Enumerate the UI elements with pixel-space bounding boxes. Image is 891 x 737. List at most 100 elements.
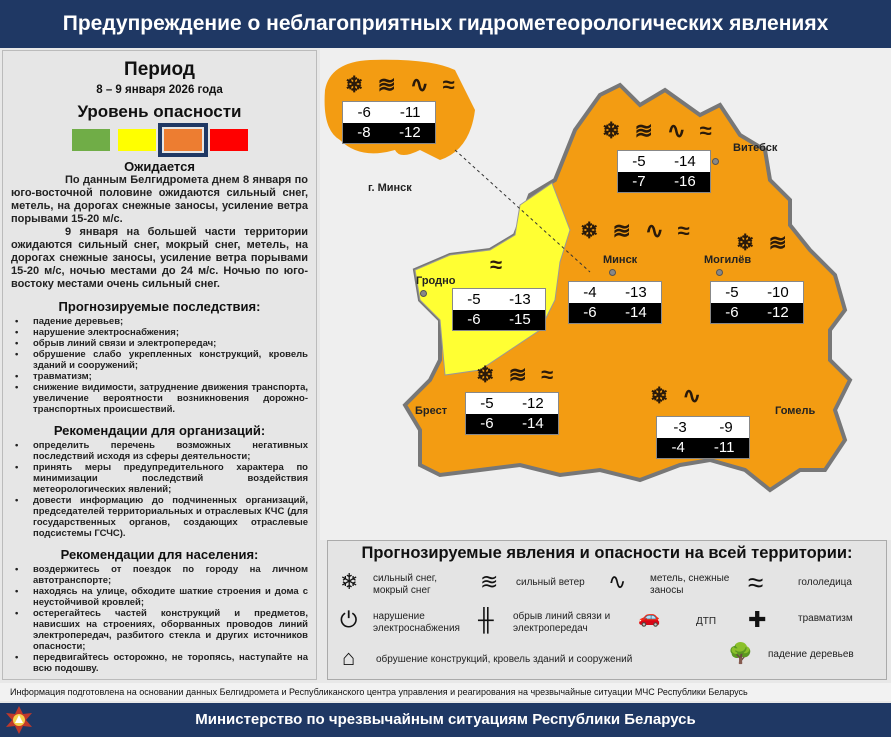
list-item: воздержитесь от поездок по городу на лич… xyxy=(11,564,308,586)
night-max: -11 xyxy=(713,439,735,456)
list-item: обрыв линий связи и электропередач; xyxy=(11,338,308,349)
night-min: -6 xyxy=(583,304,597,321)
legend-title: Прогнозируемые явления и опасности на вс… xyxy=(361,544,853,562)
hazard-icons-grodno: ≈ xyxy=(490,252,507,277)
population-title: Рекомендации для населения: xyxy=(60,547,259,562)
temp-box-mogilev: -5 -10 -6 -12 xyxy=(710,281,804,324)
day-min: -5 xyxy=(480,395,494,412)
city-dot xyxy=(712,158,719,165)
list-item: определить перечень возможных негативных… xyxy=(11,440,308,462)
label-gomel: Гомель xyxy=(775,405,816,417)
population-list: воздержитесь от поездок по городу на лич… xyxy=(11,564,308,674)
day-max: -12 xyxy=(522,395,544,412)
temp-box-minsk-city: -6 -11 -8 -12 xyxy=(342,101,436,144)
hazard-icons-vitebsk: ❄ ≋ ∿ ≈ xyxy=(602,118,716,143)
label-mogilev: Могилёв xyxy=(704,254,752,266)
legend-label: падение деревьев xyxy=(768,649,854,660)
hazard-icons-minsk: ❄ ≋ ∿ ≈ xyxy=(580,218,694,243)
list-item: довести информацию до подчиненных органи… xyxy=(11,495,308,539)
night-max: -15 xyxy=(509,311,531,328)
blizzard-icon: ∿ xyxy=(608,569,627,594)
night-min: -6 xyxy=(725,304,739,321)
danger-level-scale xyxy=(11,123,308,157)
expected-text-1: По данным Белгидромета днем 8 января по … xyxy=(11,174,308,225)
night-max: -12 xyxy=(399,124,421,141)
day-min: -6 xyxy=(357,104,371,121)
source-note: Информация подготовлена на основании дан… xyxy=(0,683,891,701)
list-item: находясь на улице, обходите шаткие строе… xyxy=(11,586,308,608)
city-dot xyxy=(609,269,616,276)
level-title: Уровень опасности xyxy=(77,102,242,121)
hazards-legend: Прогнозируемые явления и опасности на вс… xyxy=(327,540,887,680)
night-min: -4 xyxy=(671,439,685,456)
night-max: -14 xyxy=(625,304,647,321)
expected-text-2: 9 января на большей части территории ожи… xyxy=(11,226,308,290)
info-panel: Период 8 – 9 января 2026 года Уровень оп… xyxy=(2,50,317,680)
list-item: снижение видимости, затруднение движения… xyxy=(11,382,308,415)
temp-box-gomel: -3 -9 -4 -11 xyxy=(656,416,750,459)
level-green xyxy=(71,129,110,151)
day-max: -10 xyxy=(767,284,789,301)
legend-label: ДТП xyxy=(696,616,717,627)
day-max: -11 xyxy=(399,104,421,121)
collapse-icon: ⌂ xyxy=(342,645,356,670)
label-grodno: Гродно xyxy=(416,275,456,287)
day-min: -5 xyxy=(725,284,739,301)
temp-box-brest: -5 -12 -6 -14 xyxy=(465,392,559,435)
ministry-banner: Министерство по чрезвычайным ситуациям Р… xyxy=(0,703,891,737)
hazard-icons-brest: ❄ ≋ ≈ xyxy=(476,362,558,387)
day-min: -4 xyxy=(583,284,597,301)
day-max: -13 xyxy=(625,284,647,301)
day-min: -5 xyxy=(467,291,481,308)
night-min: -6 xyxy=(467,311,481,328)
day-max: -9 xyxy=(719,419,733,436)
legend-label: гололедица xyxy=(798,577,852,588)
list-item: падение деревьев; xyxy=(11,316,308,327)
city-dot xyxy=(420,290,427,297)
page-title: Предупреждение о неблагоприятных гидроме… xyxy=(0,0,891,48)
legend-label: травматизм xyxy=(798,613,853,624)
snowflake-icon: ❄ xyxy=(340,569,359,594)
wind-icon: ≋ xyxy=(480,569,499,594)
list-item: нарушение электроснабжения; xyxy=(11,327,308,338)
night-max: -16 xyxy=(674,173,696,190)
day-min: -5 xyxy=(632,153,646,170)
label-brest: Брест xyxy=(415,405,448,417)
list-item: остерегайтесь частей конструкций и предм… xyxy=(11,608,308,652)
legend-label: сильный ветер xyxy=(516,577,585,588)
legend-label: нарушение электроснабжения xyxy=(373,611,460,634)
mchs-emblem-icon xyxy=(6,706,32,734)
tree-icon: 🌳 xyxy=(728,643,753,665)
city-dot xyxy=(716,269,723,276)
period-dates: 8 – 9 января 2026 года xyxy=(96,84,223,96)
power-line-icon: ╫ xyxy=(478,607,494,632)
legend-label: метель, снежные заносы xyxy=(650,573,730,596)
night-max: -14 xyxy=(522,415,544,432)
injury-icon: ✚ xyxy=(748,607,767,632)
inset-connector xyxy=(454,149,591,273)
hazard-icons-gomel: ❄ ∿ xyxy=(650,383,705,408)
list-item: обрушение слабо укрепленных конструкций,… xyxy=(11,349,308,371)
night-max: -12 xyxy=(767,304,789,321)
plug-icon: ⏻ xyxy=(340,607,358,632)
consequences-title: Прогнозируемые последствия: xyxy=(58,299,261,314)
label-minsk: Минск xyxy=(603,254,638,266)
legend-label: сильный снег, мокрый снег xyxy=(373,573,437,596)
temp-box-minsk: -4 -13 -6 -14 xyxy=(568,281,662,324)
expected-title: Ожидается xyxy=(124,159,195,174)
day-max: -14 xyxy=(674,153,696,170)
hazard-icons-mogilev: ❄ ≋ xyxy=(736,230,791,255)
car-crash-icon: 🚗 xyxy=(638,607,661,627)
period-title: Период xyxy=(124,59,195,80)
label-minsk-city: г. Минск xyxy=(368,182,412,194)
hazard-icons-minsk-city: ❄ ≋ ∿ ≈ xyxy=(345,72,459,97)
org-title: Рекомендации для организаций: xyxy=(53,423,266,438)
night-min: -7 xyxy=(632,173,646,190)
legend-label: обрыв линий связи и электропередач xyxy=(513,611,611,634)
list-item: передвигайтесь осторожно, не торопясь, н… xyxy=(11,652,308,674)
day-min: -3 xyxy=(673,419,687,436)
temp-box-vitebsk: -5 -14 -7 -16 xyxy=(617,150,711,193)
legend-label: обрушение конструкций, кровель зданий и … xyxy=(376,654,633,665)
night-min: -6 xyxy=(480,415,494,432)
level-red xyxy=(209,129,248,151)
